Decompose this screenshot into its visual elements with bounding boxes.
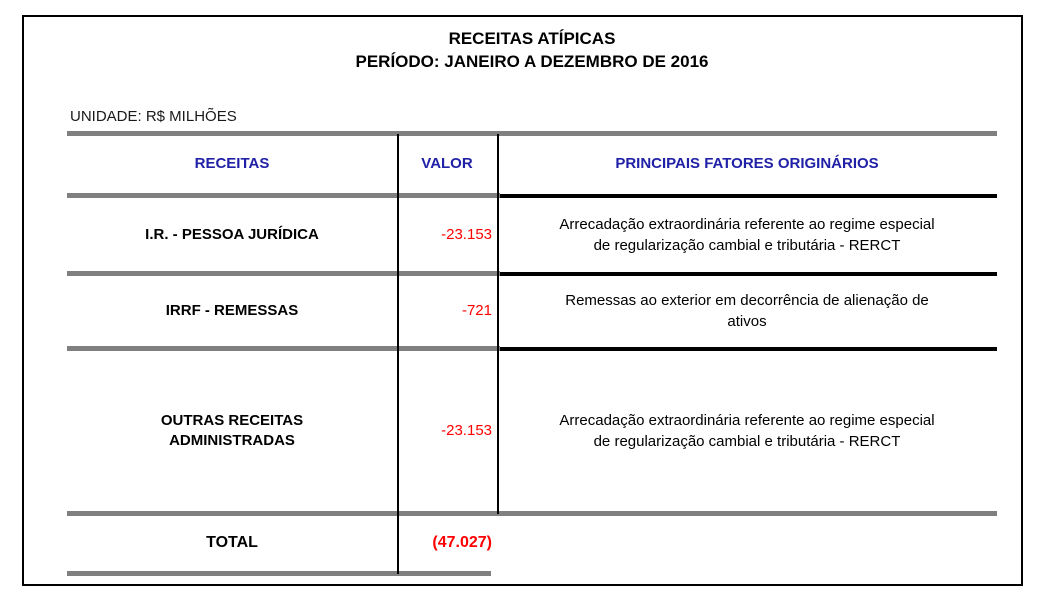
- row2-rule-black: [500, 347, 997, 351]
- valor-cell: -721: [397, 273, 497, 348]
- total-valor-cell: (47.027): [397, 513, 497, 573]
- valor-cell: -23.153: [397, 348, 497, 513]
- header-rule-gray: [67, 193, 500, 198]
- top-rule: [67, 131, 997, 136]
- report-title: RECEITAS ATÍPICAS PERÍODO: JANEIRO A DEZ…: [67, 27, 997, 73]
- report-title-line1: RECEITAS ATÍPICAS: [448, 29, 616, 48]
- row1-rule-black: [500, 272, 997, 276]
- total-label: TOTAL: [206, 534, 258, 551]
- report-title-line2: PERÍODO: JANEIRO A DEZEMBRO DE 2016: [355, 52, 709, 71]
- fator-text: Arrecadação extraordinária referente ao …: [559, 215, 935, 254]
- total-label-cell: TOTAL: [67, 513, 397, 573]
- receita-label: I.R. - PESSOA JURÍDICA: [145, 225, 319, 243]
- receita-label: IRRF - REMESSAS: [165, 301, 299, 319]
- fator-text: Remessas ao exterior em decorrência de a…: [565, 291, 929, 330]
- table-row-outras-receitas: OUTRAS RECEITAS ADMINISTRADAS -23.153 Ar…: [67, 348, 997, 513]
- row1-rule-gray: [67, 271, 500, 276]
- valor-cell: -23.153: [397, 196, 497, 273]
- header-rule-black: [500, 194, 997, 198]
- table-total-row: TOTAL (47.027): [67, 513, 997, 573]
- total-empty-cell: [497, 513, 997, 573]
- valor-amount: -23.153: [441, 422, 492, 439]
- valor-amount: -23.153: [441, 226, 492, 243]
- pre-total-rule: [67, 511, 997, 516]
- divider-valor-fatores: [497, 134, 499, 514]
- row2-rule-gray: [67, 346, 500, 351]
- column-header-valor: VALOR: [421, 155, 473, 172]
- fator-cell: Arrecadação extraordinária referente ao …: [497, 348, 997, 513]
- fator-cell: Remessas ao exterior em decorrência de a…: [497, 273, 997, 348]
- receita-label: OUTRAS RECEITAS ADMINISTRADAS: [160, 411, 304, 449]
- fator-text: Arrecadação extraordinária referente ao …: [559, 411, 935, 450]
- receita-cell: OUTRAS RECEITAS ADMINISTRADAS: [67, 348, 397, 513]
- unit-label: UNIDADE: R$ MILHÕES: [70, 108, 237, 125]
- receita-cell: IRRF - REMESSAS: [67, 273, 397, 348]
- valor-amount: -721: [461, 302, 492, 319]
- fator-cell: Arrecadação extraordinária referente ao …: [497, 196, 997, 273]
- page-border: [22, 15, 1023, 586]
- table-row-irrf-remessas: IRRF - REMESSAS -721 Remessas ao exterio…: [67, 273, 997, 348]
- divider-receitas-valor: [397, 134, 399, 574]
- receita-cell: I.R. - PESSOA JURÍDICA: [67, 196, 397, 273]
- table-header-row: RECEITAS VALOR PRINCIPAIS FATORES ORIGIN…: [67, 131, 997, 196]
- bottom-rule: [67, 571, 491, 576]
- column-header-fatores: PRINCIPAIS FATORES ORIGINÁRIOS: [615, 155, 879, 172]
- revenue-table: RECEITAS VALOR PRINCIPAIS FATORES ORIGIN…: [67, 131, 997, 577]
- column-header-receitas: RECEITAS: [194, 155, 270, 172]
- table-row-ir-pessoa-juridica: I.R. - PESSOA JURÍDICA -23.153 Arrecadaç…: [67, 196, 997, 273]
- total-amount: (47.027): [432, 534, 492, 551]
